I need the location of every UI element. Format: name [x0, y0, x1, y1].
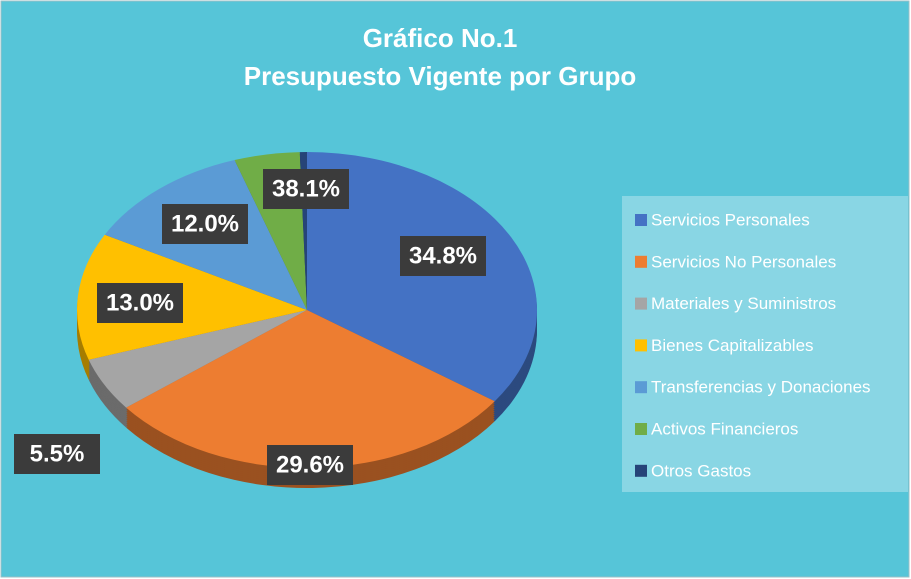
- legend-label: Servicios Personales: [651, 210, 810, 229]
- legend-swatch: [635, 214, 647, 226]
- data-label: 13.0%: [106, 289, 174, 316]
- legend-label: Materiales y Suministros: [651, 294, 836, 313]
- data-label: 29.6%: [276, 451, 344, 478]
- data-label: 34.8%: [409, 242, 477, 269]
- slice: [88, 310, 307, 408]
- annotation-box: [263, 169, 349, 209]
- annotation: 38.1%: [272, 175, 340, 202]
- legend-swatch: [635, 339, 647, 352]
- slice: [126, 310, 495, 468]
- legend-swatch: [635, 464, 647, 477]
- slice: [307, 152, 537, 402]
- legend-label: Servicios No Personales: [651, 252, 836, 271]
- data-label-box: [14, 434, 100, 474]
- legend-swatch: [635, 255, 647, 268]
- chart-subtitle: Presupuesto Vigente por Grupo: [244, 61, 636, 91]
- data-label-box: [97, 283, 183, 323]
- legend-swatch: [635, 381, 647, 394]
- data-label-box: [267, 445, 353, 485]
- data-label-box: [400, 236, 486, 276]
- legend-label: Transferencias y Donaciones: [651, 378, 871, 397]
- legend-swatch: [635, 423, 647, 435]
- data-label: 12.0%: [171, 210, 239, 237]
- legend-label: Activos Financieros: [651, 419, 798, 438]
- legend-swatch: [635, 297, 647, 310]
- data-label-box: [162, 204, 248, 244]
- data-label: 5.5%: [30, 440, 85, 467]
- chart-title: Gráfico No.1: [363, 23, 518, 53]
- legend-label: Bienes Capitalizables: [651, 336, 814, 355]
- legend-label: Otros Gastos: [651, 461, 751, 480]
- slice: [77, 234, 308, 360]
- legend-box: [622, 196, 908, 492]
